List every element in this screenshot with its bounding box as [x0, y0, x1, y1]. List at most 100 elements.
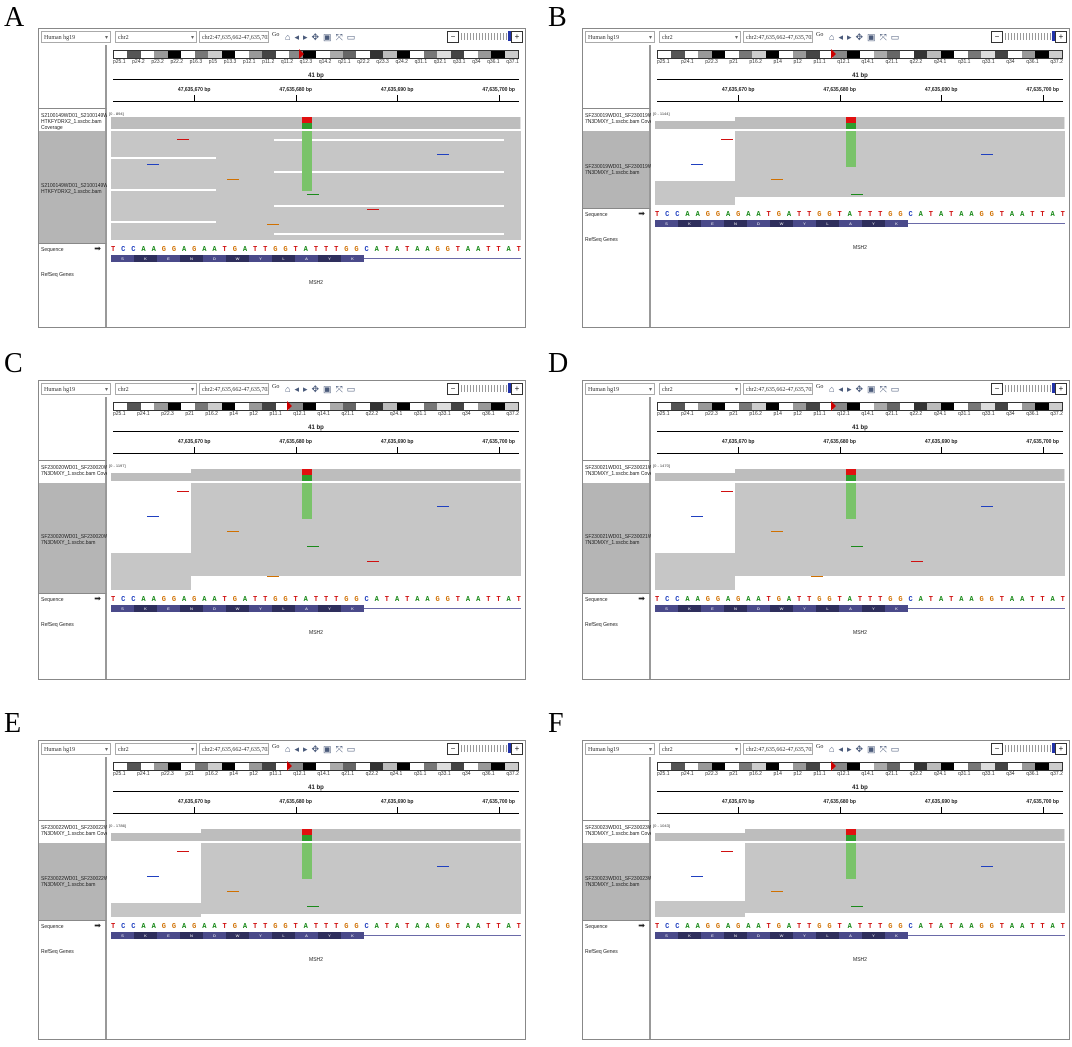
region-icon[interactable]: ▣	[323, 744, 332, 754]
genome-dropdown[interactable]: Human hg19 ▾	[41, 31, 111, 43]
genome-dropdown[interactable]: Human hg19 ▾	[585, 31, 655, 43]
popup-icon[interactable]: ▭	[890, 32, 900, 42]
strand-arrow-icon[interactable]: ➡	[94, 921, 101, 930]
chromosome-dropdown[interactable]: chr2 ▾	[115, 383, 197, 395]
chromosome-dropdown[interactable]: chr2 ▾	[659, 383, 741, 395]
zoom-minus-icon[interactable]: −	[991, 383, 1003, 395]
alignment-track-area[interactable]: [0 - 1197]	[107, 461, 525, 595]
refresh-icon[interactable]: ✥	[311, 744, 320, 754]
zoom-minus-icon[interactable]: −	[991, 743, 1003, 755]
popup-icon[interactable]: ▭	[890, 384, 900, 394]
alignment-track-area[interactable]: [0 - 1144]	[651, 109, 1069, 210]
locus-input[interactable]: chr2:47,635,662-47,635,702	[743, 383, 813, 395]
fit-icon[interactable]: ⤧	[335, 744, 343, 754]
popup-icon[interactable]: ▭	[346, 384, 356, 394]
chromosome-ideogram[interactable]	[657, 402, 1063, 411]
alignment-track-area[interactable]: [0 - 1043]	[651, 821, 1069, 922]
locus-input[interactable]: chr2:47,635,662-47,635,702	[199, 31, 269, 43]
home-icon[interactable]: ⌂	[285, 32, 291, 42]
back-arrow-icon[interactable]: ◂	[838, 744, 843, 754]
home-icon[interactable]: ⌂	[285, 744, 291, 754]
go-button[interactable]: Go	[272, 32, 280, 38]
zoom-slider[interactable]: − +	[447, 383, 523, 395]
go-button[interactable]: Go	[816, 32, 824, 38]
zoom-slider[interactable]: − +	[447, 743, 523, 755]
fit-icon[interactable]: ⤧	[335, 32, 343, 42]
forward-arrow-icon[interactable]: ▸	[302, 384, 308, 394]
fit-icon[interactable]: ⤧	[335, 384, 343, 394]
locus-input[interactable]: chr2:47,635,662-47,635,702	[199, 743, 269, 755]
zoom-plus-icon[interactable]: +	[511, 383, 523, 395]
alignment-track-area[interactable]: [0 - 894]	[107, 109, 525, 245]
chromosome-dropdown[interactable]: chr2 ▾	[659, 31, 741, 43]
back-arrow-icon[interactable]: ◂	[838, 32, 843, 42]
back-arrow-icon[interactable]: ◂	[294, 384, 299, 394]
region-icon[interactable]: ▣	[323, 32, 332, 42]
zoom-plus-icon[interactable]: +	[511, 31, 523, 43]
home-icon[interactable]: ⌂	[829, 384, 835, 394]
alignment-track-area[interactable]: [0 - 1786]	[107, 821, 525, 922]
strand-arrow-icon[interactable]: ➡	[94, 244, 101, 253]
go-button[interactable]: Go	[272, 384, 280, 390]
chromosome-ideogram[interactable]	[657, 762, 1063, 771]
popup-icon[interactable]: ▭	[346, 32, 356, 42]
zoom-minus-icon[interactable]: −	[447, 383, 459, 395]
region-icon[interactable]: ▣	[323, 384, 332, 394]
region-icon[interactable]: ▣	[867, 744, 876, 754]
chromosome-dropdown[interactable]: chr2 ▾	[659, 743, 741, 755]
refresh-icon[interactable]: ✥	[855, 744, 864, 754]
region-icon[interactable]: ▣	[867, 32, 876, 42]
zoom-plus-icon[interactable]: +	[511, 743, 523, 755]
strand-arrow-icon[interactable]: ➡	[638, 594, 645, 603]
strand-arrow-icon[interactable]: ➡	[638, 209, 645, 218]
fit-icon[interactable]: ⤧	[879, 384, 887, 394]
home-icon[interactable]: ⌂	[829, 744, 835, 754]
chromosome-ideogram[interactable]	[113, 402, 519, 411]
forward-arrow-icon[interactable]: ▸	[846, 32, 852, 42]
zoom-slider[interactable]: − +	[991, 743, 1067, 755]
alignment-track-area[interactable]: [0 - 1470]	[651, 461, 1069, 595]
zoom-plus-icon[interactable]: +	[1055, 743, 1067, 755]
genome-dropdown[interactable]: Human hg19 ▾	[41, 743, 111, 755]
zoom-slider[interactable]: − +	[447, 31, 523, 43]
fit-icon[interactable]: ⤧	[879, 744, 887, 754]
go-button[interactable]: Go	[816, 744, 824, 750]
chromosome-dropdown[interactable]: chr2 ▾	[115, 743, 197, 755]
back-arrow-icon[interactable]: ◂	[294, 32, 299, 42]
back-arrow-icon[interactable]: ◂	[838, 384, 843, 394]
home-icon[interactable]: ⌂	[829, 32, 835, 42]
zoom-slider[interactable]: − +	[991, 383, 1067, 395]
zoom-minus-icon[interactable]: −	[991, 31, 1003, 43]
chromosome-ideogram[interactable]	[657, 50, 1063, 59]
back-arrow-icon[interactable]: ◂	[294, 744, 299, 754]
zoom-plus-icon[interactable]: +	[1055, 31, 1067, 43]
refresh-icon[interactable]: ✥	[855, 384, 864, 394]
refresh-icon[interactable]: ✥	[311, 32, 320, 42]
home-icon[interactable]: ⌂	[285, 384, 291, 394]
zoom-minus-icon[interactable]: −	[447, 31, 459, 43]
genome-dropdown[interactable]: Human hg19 ▾	[585, 743, 655, 755]
locus-input[interactable]: chr2:47,635,662-47,635,702	[743, 31, 813, 43]
locus-input[interactable]: chr2:47,635,662-47,635,702	[199, 383, 269, 395]
chromosome-dropdown[interactable]: chr2 ▾	[115, 31, 197, 43]
refresh-icon[interactable]: ✥	[855, 32, 864, 42]
strand-arrow-icon[interactable]: ➡	[638, 921, 645, 930]
genome-dropdown[interactable]: Human hg19 ▾	[41, 383, 111, 395]
forward-arrow-icon[interactable]: ▸	[846, 384, 852, 394]
locus-input[interactable]: chr2:47,635,662-47,635,702	[743, 743, 813, 755]
go-button[interactable]: Go	[816, 384, 824, 390]
forward-arrow-icon[interactable]: ▸	[302, 744, 308, 754]
zoom-plus-icon[interactable]: +	[1055, 383, 1067, 395]
fit-icon[interactable]: ⤧	[879, 32, 887, 42]
zoom-minus-icon[interactable]: −	[447, 743, 459, 755]
region-icon[interactable]: ▣	[867, 384, 876, 394]
chromosome-ideogram[interactable]	[113, 762, 519, 771]
forward-arrow-icon[interactable]: ▸	[846, 744, 852, 754]
chromosome-ideogram[interactable]	[113, 50, 519, 59]
popup-icon[interactable]: ▭	[346, 744, 356, 754]
refresh-icon[interactable]: ✥	[311, 384, 320, 394]
genome-dropdown[interactable]: Human hg19 ▾	[585, 383, 655, 395]
forward-arrow-icon[interactable]: ▸	[302, 32, 308, 42]
strand-arrow-icon[interactable]: ➡	[94, 594, 101, 603]
zoom-slider[interactable]: − +	[991, 31, 1067, 43]
